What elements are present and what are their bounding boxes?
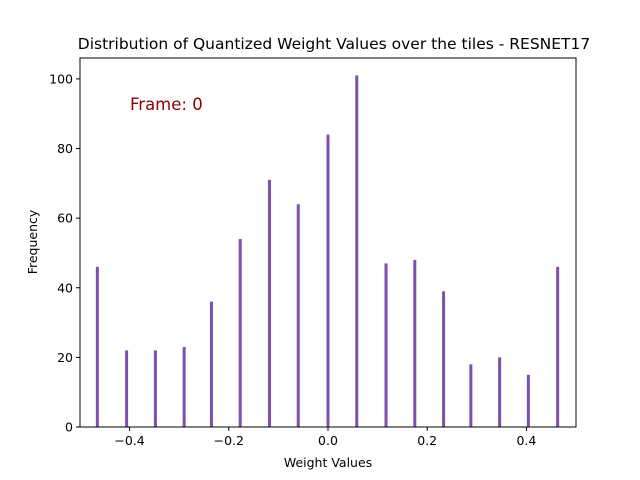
y-tick-label: 80 xyxy=(57,141,73,156)
histogram-bar xyxy=(498,357,502,427)
x-tick-label: −0.4 xyxy=(114,433,144,448)
histogram-bar xyxy=(296,204,300,427)
x-tick-label: −0.2 xyxy=(214,433,244,448)
x-tick-label: 0.0 xyxy=(318,433,338,448)
histogram-bar xyxy=(326,134,330,427)
y-tick-label: 20 xyxy=(57,350,73,365)
frame-annotation: Frame: 0 xyxy=(130,95,203,114)
x-axis-ticks: −0.4 −0.2 0.0 0.2 0.4 xyxy=(114,427,536,448)
y-tick-label: 0 xyxy=(65,420,73,435)
histogram-bar xyxy=(267,179,271,427)
bars-group xyxy=(95,75,560,427)
y-tick-label: 60 xyxy=(57,211,73,226)
histogram-bar xyxy=(238,239,242,427)
y-axis-label: Frequency xyxy=(25,209,40,274)
histogram-bar xyxy=(469,364,473,427)
y-tick-label: 100 xyxy=(49,71,73,86)
histogram-bar xyxy=(125,350,129,427)
histogram-bar xyxy=(209,301,213,427)
x-tick-label: 0.4 xyxy=(516,433,536,448)
histogram-bar xyxy=(153,350,157,427)
histogram-bar xyxy=(442,291,446,427)
x-tick-label: 0.2 xyxy=(417,433,437,448)
histogram-bar xyxy=(355,75,359,427)
histogram-bar xyxy=(384,263,388,427)
y-axis-ticks: 0 20 40 60 80 100 xyxy=(49,71,80,435)
histogram-bar xyxy=(95,266,99,427)
x-axis-label: Weight Values xyxy=(284,455,372,470)
histogram-bar xyxy=(526,374,530,427)
histogram-bar xyxy=(182,346,186,427)
chart-title: Distribution of Quantized Weight Values … xyxy=(78,35,590,53)
histogram-bar xyxy=(556,266,560,427)
histogram-bar xyxy=(413,259,417,427)
y-tick-label: 40 xyxy=(57,280,73,295)
